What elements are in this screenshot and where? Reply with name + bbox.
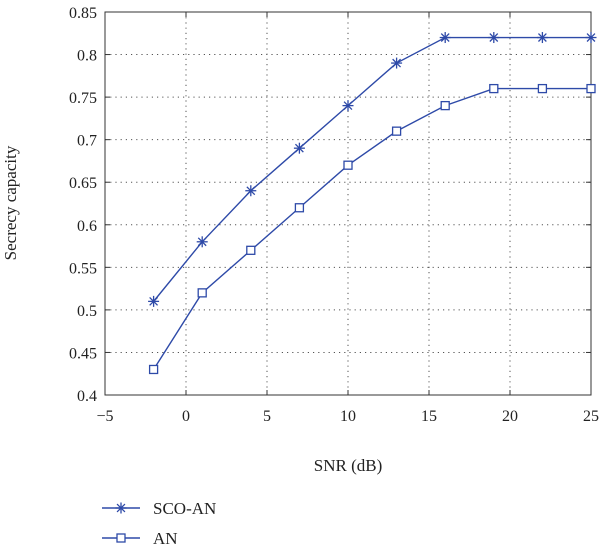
data-point-sco-an: [245, 185, 257, 197]
legend-label-an: AN: [153, 529, 178, 548]
y-tick-label: 0.4: [77, 388, 97, 405]
y-tick-label: 0.85: [69, 5, 97, 22]
x-tick-label: 25: [583, 408, 599, 425]
x-axis-title: SNR (dB): [314, 456, 382, 475]
x-tick-label: 10: [340, 408, 356, 425]
x-tick-label: 20: [502, 408, 518, 425]
data-point-sco-an: [488, 32, 500, 44]
y-tick-label: 0.65: [69, 175, 97, 192]
x-tick-label: 5: [263, 408, 271, 425]
data-point-sco-an: [439, 32, 451, 44]
data-point-sco-an: [293, 142, 305, 154]
data-point-sco-an: [391, 57, 403, 69]
data-point-sco-an: [148, 295, 160, 307]
y-tick-label: 0.7: [77, 133, 97, 150]
y-tick-label: 0.45: [69, 345, 97, 362]
legend-label-sco-an: SCO-AN: [153, 499, 216, 518]
series-line-sco-an: [153, 36, 591, 302]
y-axis-title: Secrecy capacity: [1, 145, 20, 260]
y-tick-label: 0.6: [77, 218, 97, 235]
data-point-sco-an: [196, 236, 208, 248]
legend-item-sco-an: SCO-AN: [102, 499, 216, 518]
x-tick-label: 15: [421, 408, 437, 425]
data-point-an: [489, 83, 499, 94]
legend-item-an: AN: [102, 529, 178, 548]
series-an: [148, 83, 596, 375]
series-layer: [148, 32, 597, 375]
x-tick-label: 0: [182, 408, 190, 425]
x-tick-label: −5: [96, 408, 113, 425]
legend-marker-sco-an: [115, 502, 127, 514]
axis-ticks: −5 0 5 10 15 20 25 0.4 0.45 0.5 0.55 0.6 0.65 0.7 0.75…: [69, 5, 599, 425]
series-sco-an: [148, 32, 597, 307]
series-line-an: [153, 87, 591, 370]
data-point-an: [586, 83, 596, 94]
data-point-an: [343, 160, 353, 170]
y-tick-label: 0.5: [77, 303, 97, 320]
legend: SCO-AN AN: [102, 499, 216, 548]
data-point-an: [537, 83, 548, 94]
data-point-an: [246, 245, 256, 255]
y-tick-label: 0.55: [69, 260, 97, 277]
y-tick-label: 0.75: [69, 90, 97, 107]
data-point-sco-an: [585, 32, 597, 44]
data-point-an: [391, 126, 402, 136]
data-point-an: [294, 203, 305, 213]
legend-marker-an: [116, 533, 126, 543]
data-point-an: [148, 364, 159, 375]
data-point-an: [440, 100, 450, 111]
data-point-an: [197, 288, 207, 298]
data-point-sco-an: [342, 100, 354, 112]
y-tick-label: 0.8: [77, 48, 97, 65]
data-point-sco-an: [536, 32, 548, 44]
grid: [105, 12, 591, 395]
